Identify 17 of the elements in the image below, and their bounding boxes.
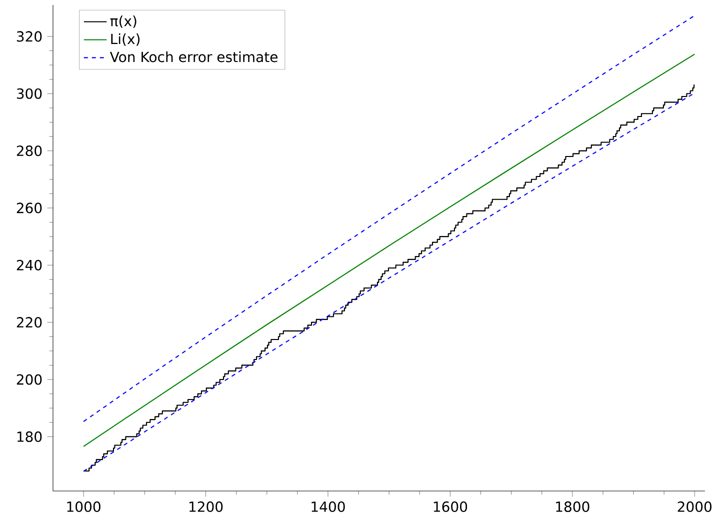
x-tick-label: 1400 — [312, 501, 345, 512]
y-tick-label: 260 — [16, 202, 42, 214]
x-tick-label: 1200 — [189, 501, 223, 512]
y-tick-label: 240 — [16, 260, 42, 270]
legend-label: π(x) — [110, 15, 136, 28]
y-tick-label: 300 — [16, 88, 42, 99]
y-tick-label: 220 — [16, 317, 42, 328]
x-tick-label: 1000 — [67, 501, 100, 512]
x-tick-label: 1600 — [434, 501, 468, 512]
y-tick-label: 320 — [16, 31, 42, 42]
y-tick-label: 280 — [16, 146, 42, 156]
x-tick-label: 1800 — [556, 501, 590, 512]
x-tick-label: 2000 — [678, 501, 712, 512]
y-tick-label: 200 — [16, 374, 42, 385]
legend-label: Von Koch error estimate — [110, 51, 278, 62]
legend-label: Li(x) — [111, 33, 140, 46]
y-tick-label: 180 — [17, 431, 42, 442]
